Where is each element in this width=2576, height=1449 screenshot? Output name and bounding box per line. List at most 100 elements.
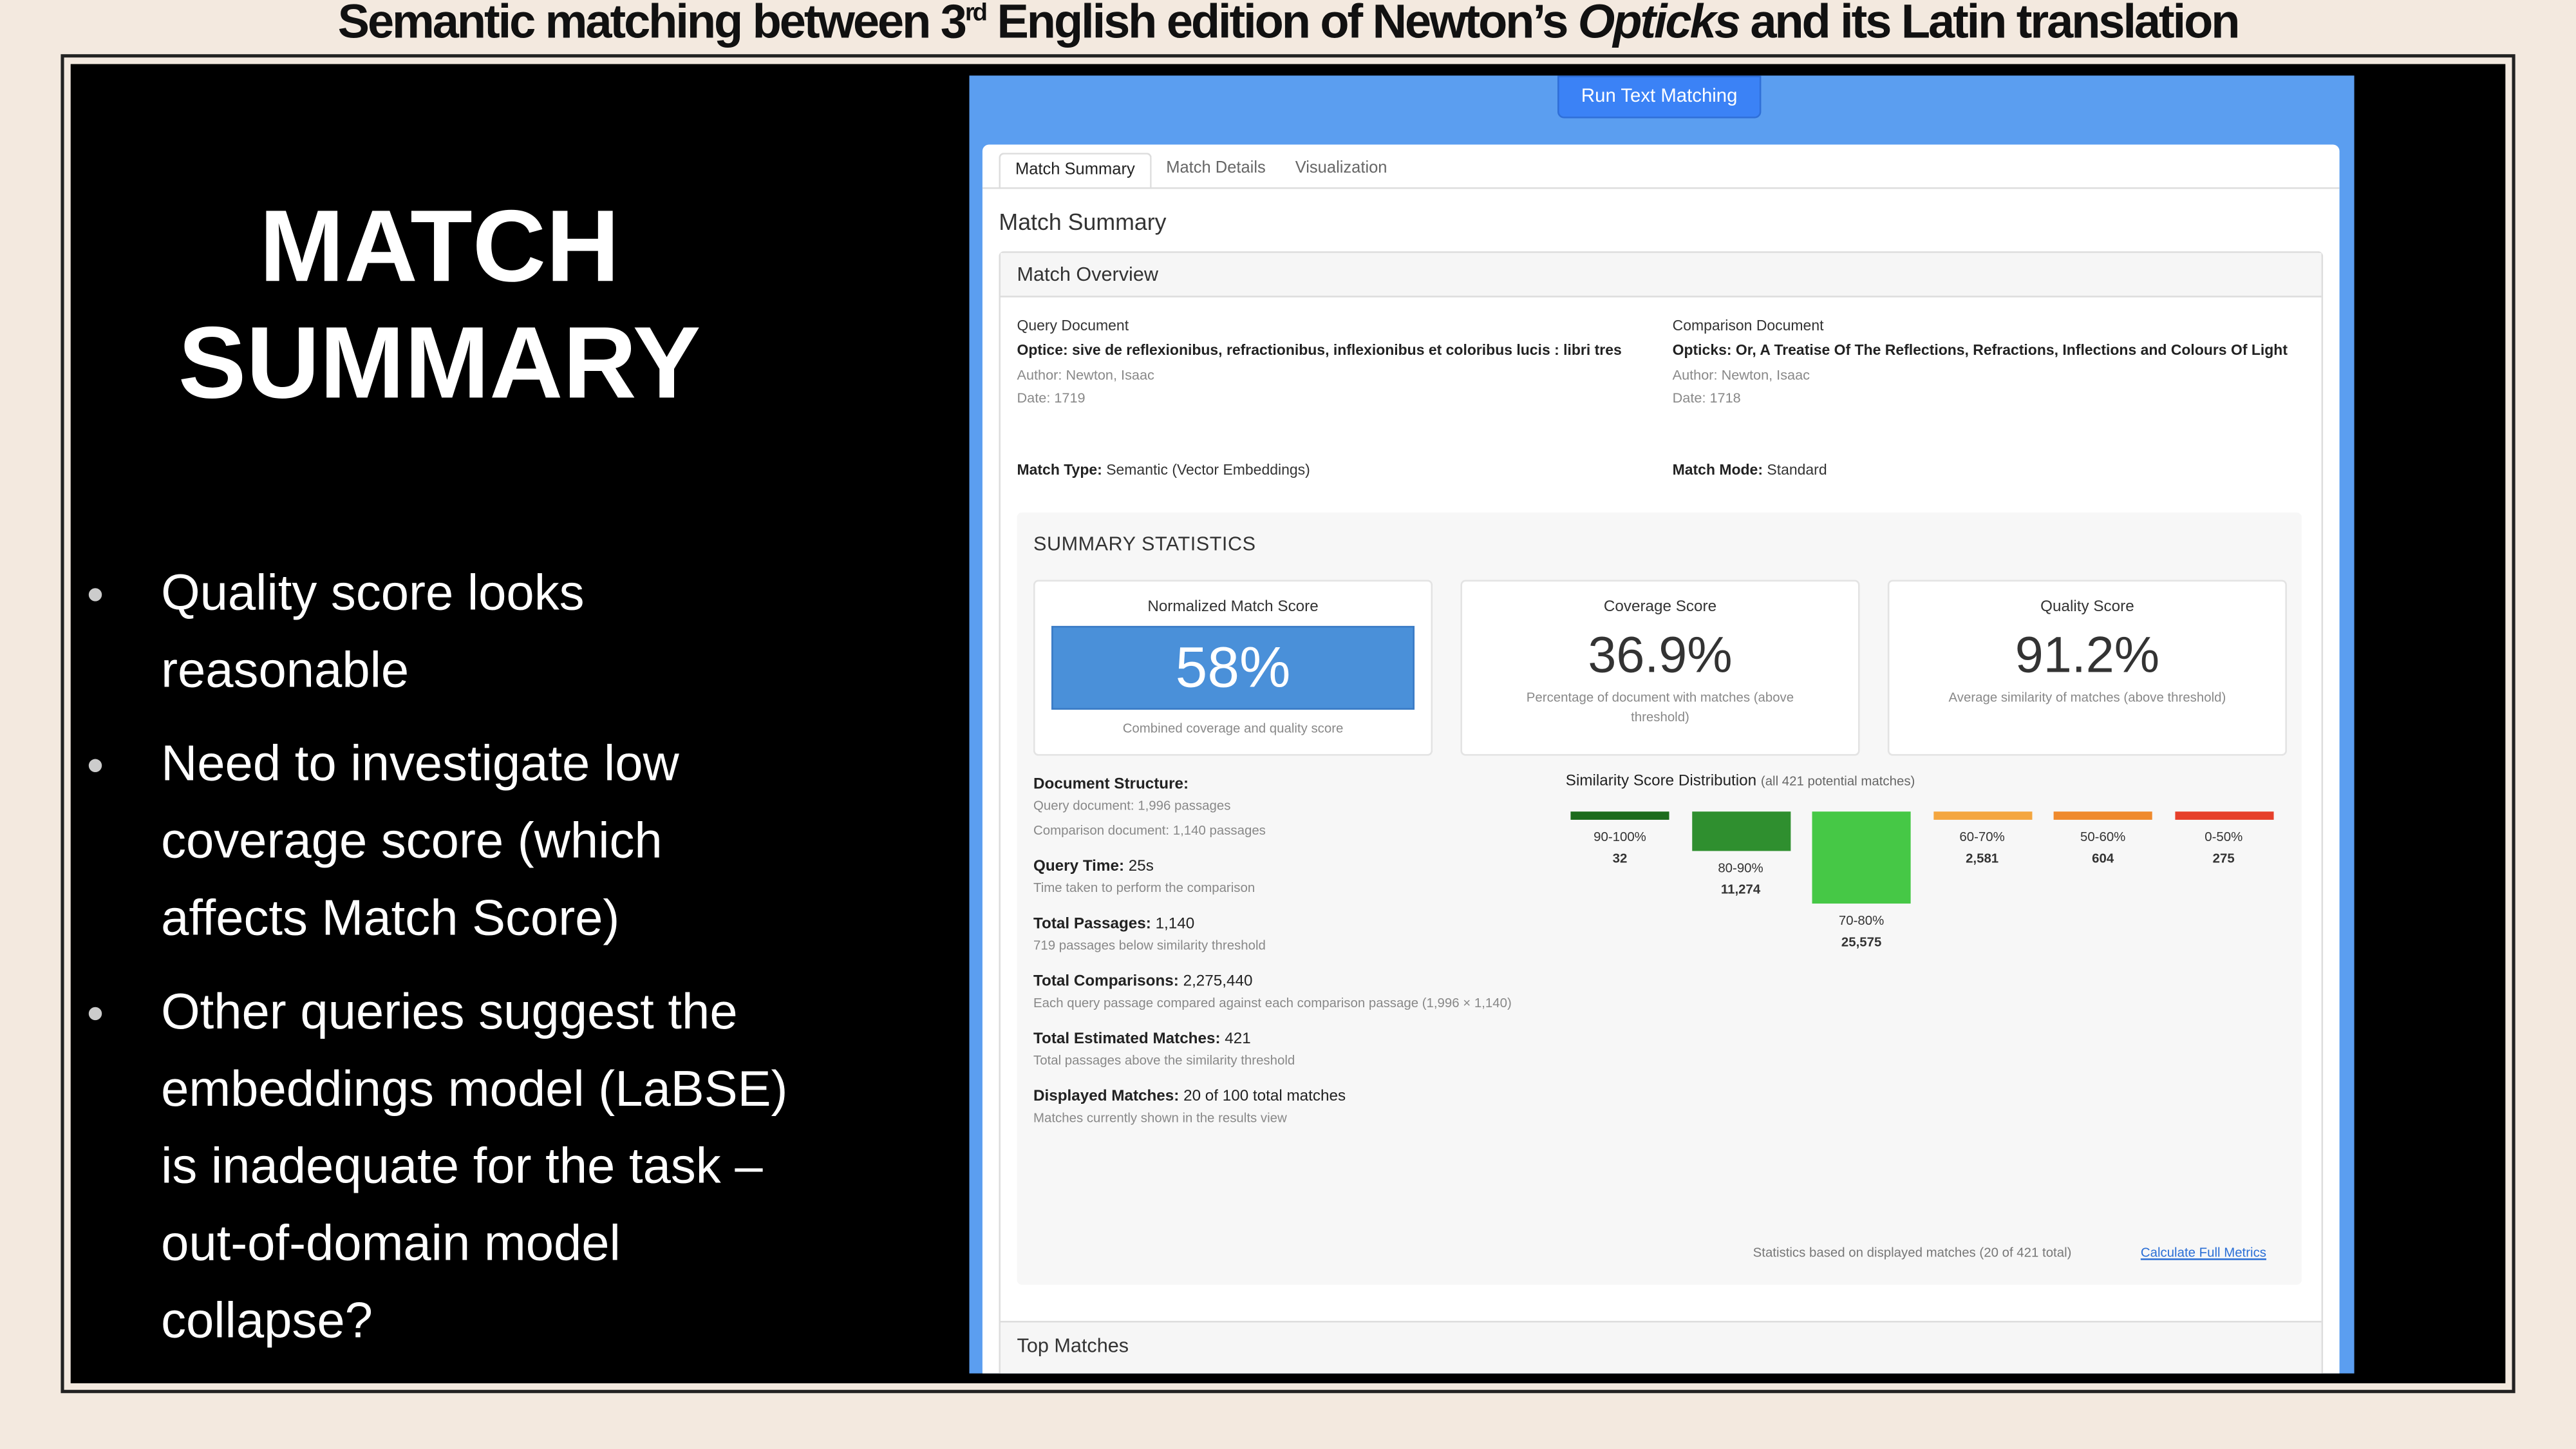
card-title: Coverage Score	[1603, 598, 1717, 616]
stat-item: Total Estimated Matches: 421 Total passag…	[1033, 1030, 1559, 1072]
card-value: 91.2%	[2015, 625, 2160, 684]
top-matches-title: Top Matches	[1017, 1334, 1129, 1358]
screenshot: Run Text Matching Match Summary Match Det…	[969, 75, 2355, 1374]
distribution-subtitle: (all 421 potential matches)	[1760, 773, 1915, 789]
bullet-list: Quality score looks reasonable Need to in…	[82, 555, 805, 1377]
histogram-bin: 0-50% 275	[2174, 811, 2273, 869]
stat-value: 20 of 100 total matches	[1183, 1087, 1346, 1106]
doc-author: Author: Newton, Isaac	[1672, 366, 1810, 383]
panel: Match Summary Match Details Visualization …	[982, 144, 2340, 1374]
card-caption: Average similarity of matches (above thr…	[1948, 690, 2226, 705]
bullet: Quality score looks reasonable	[82, 555, 805, 710]
stat-note: Matches currently shown in the results v…	[1033, 1110, 1287, 1126]
doc-author: Author: Newton, Isaac	[1017, 366, 1154, 383]
histogram-bar	[1933, 811, 2032, 820]
stat-label: Query Time:	[1033, 857, 1125, 876]
stat-label: Total Passages:	[1033, 914, 1151, 933]
histogram-bar	[1570, 811, 1669, 820]
bin-range: 80-90%	[1718, 860, 1763, 876]
bin-range: 70-80%	[1838, 913, 1885, 929]
run-button[interactable]: Run Text Matching	[1557, 75, 1762, 118]
bullet: Other queries suggest the embeddings mod…	[82, 974, 805, 1360]
section-title: Match Summary	[999, 208, 1167, 235]
card-title: Quality Score	[2040, 598, 2134, 616]
tab-divider	[982, 187, 2340, 189]
bin-count: 275	[2212, 851, 2235, 866]
stat-note: Each query passage compared against each…	[1033, 995, 1512, 1010]
bullet: Need to investigate low coverage score (…	[82, 726, 805, 958]
distribution: Similarity Score Distribution (all 421 p…	[1566, 772, 1915, 790]
field-value: Semantic (Vector Embeddings)	[1106, 461, 1310, 478]
histogram-bin: 50-60% 604	[2053, 811, 2152, 869]
doc-date: Date: 1719	[1017, 389, 1086, 406]
stat-note: Comparison document: 1,140 passages	[1033, 823, 1266, 838]
bin-count: 604	[2092, 851, 2114, 866]
query-doc: Query Document Optice: sive de reflexion…	[1017, 314, 1650, 409]
score-card: Normalized Match Score 58% Combined covera…	[1033, 580, 1433, 756]
tabs: Match Summary Match Details Visualization	[999, 153, 1402, 189]
histogram-bin: 70-80% 25,575	[1812, 811, 1911, 952]
score-card: Quality Score 91.2% Average similarity of …	[1887, 580, 2287, 756]
card-value: 36.9%	[1588, 625, 1733, 684]
histogram-bar	[2053, 811, 2152, 820]
tab[interactable]: Visualization	[1295, 159, 1387, 178]
stat-value: 1,140	[1155, 914, 1195, 933]
bin-count: 11,274	[1720, 882, 1761, 897]
doc-label: Query Document	[1017, 317, 1129, 334]
tab[interactable]: Match Details	[1166, 159, 1266, 178]
doc-label: Comparison Document	[1672, 317, 1824, 334]
stat-note: Query document: 1,996 passages	[1033, 798, 1231, 813]
histogram-bar	[1691, 811, 1791, 851]
field-label: Match Mode:	[1672, 461, 1763, 478]
stat-value: 2,275,440	[1183, 972, 1253, 991]
slide-heading: MATCH SUMMARY	[178, 190, 701, 421]
stat-item: Displayed Matches: 20 of 100 total match…	[1033, 1088, 1559, 1130]
stat-value: 421	[1225, 1030, 1251, 1048]
bin-range: 0-50%	[2205, 829, 2243, 845]
stat-item: Total Passages: 1,140 719 passages below …	[1033, 915, 1559, 958]
stat-note: Time taken to perform the comparison	[1033, 880, 1255, 896]
histogram-bin: 80-90% 11,274	[1691, 811, 1791, 900]
comparison-doc: Comparison Document Opticks: Or, A Treat…	[1673, 314, 2305, 409]
stat-items: Document Structure: Query document: 1,996…	[1033, 775, 1559, 1145]
tab[interactable]: Match Summary	[999, 153, 1152, 189]
match-type: Match Type: Semantic (Vector Embeddings)	[1017, 462, 1310, 478]
histogram-bar	[1812, 811, 1911, 904]
score-highlight: 58%	[1051, 625, 1415, 710]
title-sup: rd	[964, 0, 988, 27]
stat-note: Total passages above the similarity thre…	[1033, 1053, 1295, 1068]
full-metrics-link[interactable]: Calculate Full Metrics	[2140, 1245, 2266, 1260]
stat-item: Query Time: 25s Time taken to perform the…	[1033, 858, 1559, 900]
bin-range: 90-100%	[1594, 829, 1646, 845]
doc-date: Date: 1718	[1672, 389, 1741, 406]
stats-header: SUMMARY STATISTICS	[1033, 532, 1256, 556]
histogram-bar	[2174, 811, 2273, 820]
doc-title: Opticks: Or, A Treatise Of The Reflectio…	[1672, 341, 2288, 359]
title-text: and its Latin translation	[1738, 0, 2240, 50]
title-italic: Opticks	[1577, 0, 1741, 50]
overview-header: Match Overview	[1000, 252, 2322, 298]
top-matches: Top Matches	[1000, 1321, 2322, 1374]
overview-title: Match Overview	[1017, 263, 1159, 286]
card-caption: Percentage of document with matches (abo…	[1526, 690, 1794, 724]
field-label: Match Type:	[1017, 461, 1102, 478]
card-value: 58%	[1175, 636, 1291, 700]
title-text: English edition of Newton’s	[986, 0, 1578, 50]
bin-count: 2,581	[1966, 851, 1999, 866]
stat-label: Document Structure:	[1033, 775, 1189, 794]
bin-count: 32	[1612, 851, 1628, 866]
stat-label: Displayed Matches:	[1033, 1087, 1180, 1106]
stat-note: 719 passages below similarity threshold	[1033, 938, 1266, 953]
card-caption: Combined coverage and quality score	[1122, 721, 1344, 736]
doc-title: Optice: sive de reflexionibus, refractio…	[1017, 341, 1622, 359]
stat-value: 25s	[1128, 857, 1154, 876]
bin-range: 60-70%	[1959, 829, 2005, 845]
title-text: Semantic matching between 3	[337, 0, 967, 50]
histogram-bin: 90-100% 32	[1570, 811, 1669, 869]
bin-count: 25,575	[1841, 934, 1882, 950]
stat-label: Total Estimated Matches:	[1033, 1030, 1221, 1048]
bin-range: 50-60%	[2080, 829, 2126, 845]
field-value: Standard	[1767, 461, 1827, 478]
